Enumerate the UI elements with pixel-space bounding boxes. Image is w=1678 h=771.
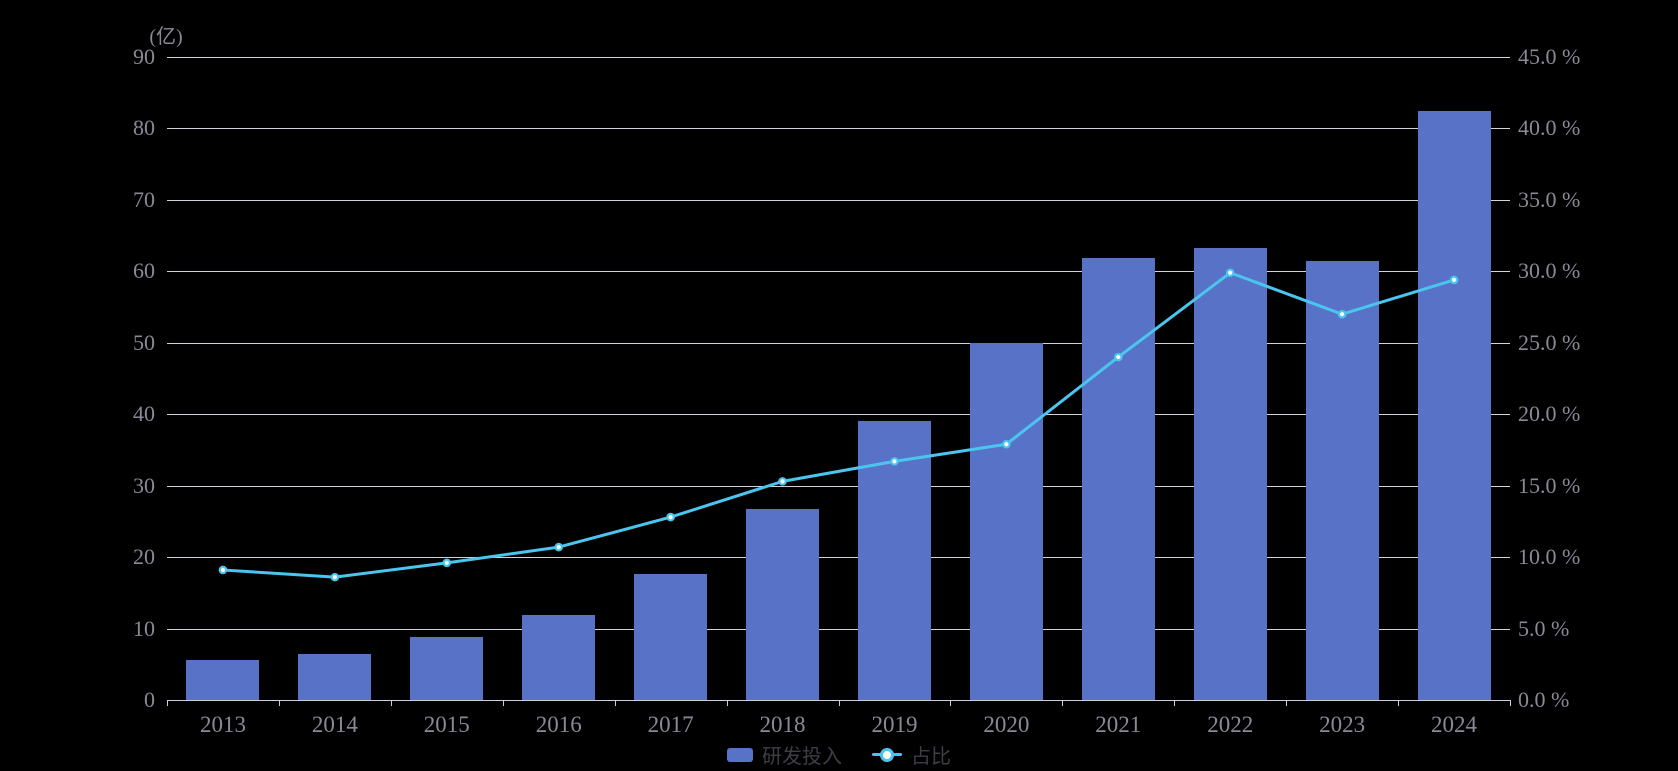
left-axis-tick-label: 0 — [144, 687, 155, 712]
x-axis-tick — [1398, 700, 1400, 706]
x-axis-tick — [1062, 700, 1064, 706]
left-axis-tick-label: 60 — [133, 258, 155, 284]
x-axis-tick — [726, 700, 728, 706]
left-axis-tick-label: 30 — [133, 472, 155, 498]
bar-2017[interactable] — [634, 573, 708, 700]
x-axis-label: 2013 — [199, 712, 246, 737]
ratio-line-layer — [218, 268, 1459, 582]
x-axis-label: 2023 — [1319, 712, 1366, 737]
x-axis-tick — [1174, 700, 1176, 706]
ratio-point-2024 — [1449, 275, 1459, 285]
grid-line — [167, 557, 1510, 559]
right-axis-tick-label: 45.0 % — [1518, 44, 1581, 69]
x-axis-label: 2020 — [983, 712, 1030, 737]
grid-line — [167, 199, 1510, 201]
grid-line — [167, 342, 1510, 344]
ratio-point-2022 — [1225, 268, 1235, 278]
bar-2019[interactable] — [857, 421, 931, 700]
bar-2021[interactable] — [1081, 258, 1155, 700]
right-axis-tick-label: 0.0 % — [1518, 687, 1570, 712]
x-axis-label: 2021 — [1095, 712, 1142, 737]
left-axis-tick-label: 70 — [133, 186, 155, 212]
ratio-point-2016 — [554, 542, 564, 552]
x-axis-tick — [278, 700, 280, 706]
right-axis-tick-label: 40.0 % — [1518, 115, 1581, 141]
ratio-line — [222, 271, 1455, 579]
grid-line — [167, 414, 1510, 416]
x-axis-tick — [390, 700, 392, 706]
ratio-point-2019 — [890, 457, 899, 466]
ratio-point-2014 — [330, 572, 340, 582]
right-axis-tick-label: 10.0 % — [1518, 544, 1581, 570]
bar-2020[interactable] — [969, 342, 1043, 700]
grid-line — [167, 485, 1510, 487]
legend: 研发投入 占比 — [0, 740, 1678, 769]
x-axis-tick — [1286, 700, 1288, 706]
bar-2018[interactable] — [746, 508, 820, 700]
bar-2014[interactable] — [298, 653, 372, 700]
legend-item-rd-investment[interactable]: 研发投入 — [727, 740, 842, 769]
x-axis-tick — [950, 700, 952, 706]
grid-line — [167, 128, 1510, 130]
bar-series-swatch-icon — [727, 747, 753, 762]
grid-line — [167, 628, 1510, 630]
bar-2023[interactable] — [1305, 261, 1379, 700]
legend-label-rd-investment: 研发投入 — [762, 746, 842, 768]
x-axis-label: 2015 — [423, 712, 470, 737]
x-axis-tick — [838, 700, 840, 706]
bar-2022[interactable] — [1193, 248, 1267, 700]
left-axis-tick-label: 50 — [133, 329, 155, 355]
ratio-point-2015 — [442, 558, 452, 568]
right-axis-tick-label: 30.0 % — [1518, 258, 1581, 284]
x-axis-label: 2018 — [759, 712, 806, 737]
x-axis-tick — [614, 700, 616, 706]
x-axis-tick — [1510, 700, 1511, 706]
bar-2015[interactable] — [410, 637, 484, 700]
line-series-marker-icon — [872, 747, 902, 762]
grid-line — [167, 271, 1510, 273]
bar-2013[interactable] — [186, 659, 260, 700]
ratio-point-2020 — [1002, 439, 1011, 449]
right-axis-tick-label: 15.0 % — [1518, 472, 1581, 498]
x-axis-label: 2017 — [647, 712, 694, 737]
ratio-point-2017 — [666, 512, 675, 522]
left-axis-tick-label: 80 — [133, 115, 155, 141]
x-axis-label: 2014 — [311, 712, 358, 737]
ratio-point-2021 — [1113, 352, 1123, 362]
legend-label-ratio: 占比 — [911, 746, 951, 768]
ratio-point-2013 — [218, 565, 228, 575]
right-axis-tick-label: 20.0 % — [1518, 401, 1581, 427]
legend-item-ratio[interactable]: 占比 — [872, 740, 951, 769]
x-axis-label: 2024 — [1431, 712, 1478, 737]
x-axis-label: 2016 — [535, 712, 582, 737]
ratio-point-2018 — [778, 477, 787, 486]
x-axis-label: 2019 — [871, 712, 918, 737]
left-axis-title: (亿) — [149, 26, 183, 48]
ratio-point-2023 — [1337, 309, 1347, 319]
left-axis-tick-label: 20 — [133, 544, 155, 570]
right-axis-tick-label: 35.0 % — [1518, 186, 1581, 212]
x-axis-tick — [167, 700, 168, 706]
bar-2024[interactable] — [1417, 111, 1491, 700]
grid-line — [167, 57, 1510, 58]
x-axis-label: 2022 — [1207, 712, 1254, 737]
bar-2016[interactable] — [522, 614, 596, 700]
left-axis-tick-label: 10 — [133, 615, 155, 641]
right-axis-tick-label: 5.0 % — [1518, 615, 1570, 641]
x-axis-tick — [502, 700, 504, 706]
right-axis-tick-label: 25.0 % — [1518, 329, 1581, 355]
left-axis-tick-label: 90 — [133, 44, 155, 69]
left-axis-tick-label: 40 — [133, 401, 155, 427]
